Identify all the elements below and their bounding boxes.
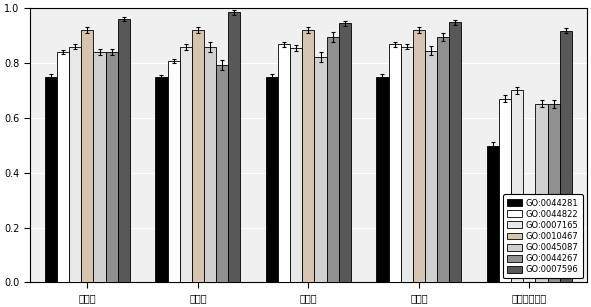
Bar bbox=[204, 47, 216, 282]
Bar bbox=[499, 99, 511, 282]
Bar bbox=[278, 45, 290, 282]
Bar bbox=[376, 77, 388, 282]
Bar bbox=[167, 61, 180, 282]
Bar bbox=[560, 31, 572, 282]
Bar bbox=[339, 23, 351, 282]
Bar bbox=[327, 37, 339, 282]
Legend: GO:0044281, GO:0044822, GO:0007165, GO:0010467, GO:0045087, GO:0044267, GO:00075: GO:0044281, GO:0044822, GO:0007165, GO:0… bbox=[504, 194, 583, 278]
Bar bbox=[45, 77, 57, 282]
Bar bbox=[69, 47, 82, 282]
Bar bbox=[535, 103, 548, 282]
Bar bbox=[314, 57, 327, 282]
Bar bbox=[290, 48, 303, 282]
Bar bbox=[437, 37, 449, 282]
Bar bbox=[93, 52, 106, 282]
Bar bbox=[449, 22, 462, 282]
Bar bbox=[413, 30, 425, 282]
Bar bbox=[192, 30, 204, 282]
Bar bbox=[180, 47, 192, 282]
Bar bbox=[216, 65, 228, 282]
Bar bbox=[511, 91, 523, 282]
Bar bbox=[82, 30, 93, 282]
Bar bbox=[118, 19, 130, 282]
Bar bbox=[155, 77, 167, 282]
Bar bbox=[548, 104, 560, 282]
Bar bbox=[487, 146, 499, 282]
Bar bbox=[388, 45, 401, 282]
Bar bbox=[266, 77, 278, 282]
Bar bbox=[425, 51, 437, 282]
Bar bbox=[106, 52, 118, 282]
Bar bbox=[303, 30, 314, 282]
Bar bbox=[228, 12, 241, 282]
Bar bbox=[401, 47, 413, 282]
Bar bbox=[57, 52, 69, 282]
